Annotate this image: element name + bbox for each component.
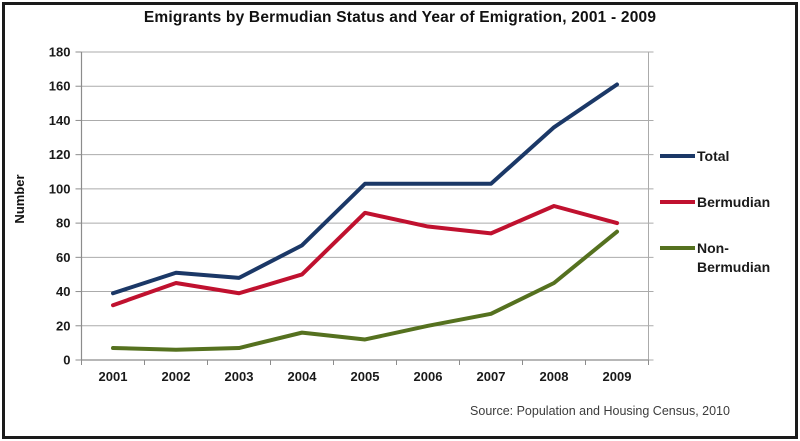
legend-item-total: Total	[660, 147, 729, 166]
y-tick-label: 20	[56, 318, 70, 333]
legend-item-bermudian: Bermudian	[660, 193, 770, 212]
y-tick-label: 160	[49, 79, 71, 94]
legend-swatch-bermudian	[660, 200, 695, 204]
x-tick-label: 2005	[351, 369, 380, 384]
y-tick-label: 100	[49, 181, 71, 196]
x-tick-label: 2009	[603, 369, 632, 384]
y-tick-label: 140	[49, 113, 71, 128]
y-tick-label: 120	[49, 147, 71, 162]
legend-label-bermudian: Bermudian	[697, 194, 771, 210]
series-line-non-bermudian	[111, 229, 619, 352]
legend-swatch-non-bermudian	[660, 246, 695, 250]
chart-title: Emigrants by Bermudian Status and Year o…	[143, 9, 657, 26]
legend-item-non-bermudian: Non-Bermudian	[660, 239, 783, 277]
legend: Total Bermudian Non-Bermudian	[660, 0, 790, 441]
legend-label-total: Total	[697, 148, 730, 164]
series-line-total	[111, 82, 619, 296]
x-tick-label: 2003	[225, 369, 254, 384]
x-tick-label: 2006	[414, 369, 443, 384]
series-line-bermudian	[111, 204, 619, 308]
legend-swatch-total	[660, 154, 695, 158]
legend-label-non-bermudian: Non-Bermudian	[697, 240, 771, 275]
x-tick-label: 2007	[477, 369, 506, 384]
x-tick-label: 2004	[288, 369, 318, 384]
y-tick-label: 0	[63, 353, 70, 368]
x-tick-label: 2001	[99, 369, 128, 384]
x-tick-label: 2002	[162, 369, 191, 384]
source-note: Source: Population and Housing Census, 2…	[470, 404, 730, 418]
y-tick-label: 180	[49, 45, 71, 60]
y-tick-label: 60	[56, 250, 70, 265]
x-tick-label: 2008	[540, 369, 569, 384]
y-tick-label: 80	[56, 216, 70, 231]
y-tick-label: 40	[56, 284, 70, 299]
